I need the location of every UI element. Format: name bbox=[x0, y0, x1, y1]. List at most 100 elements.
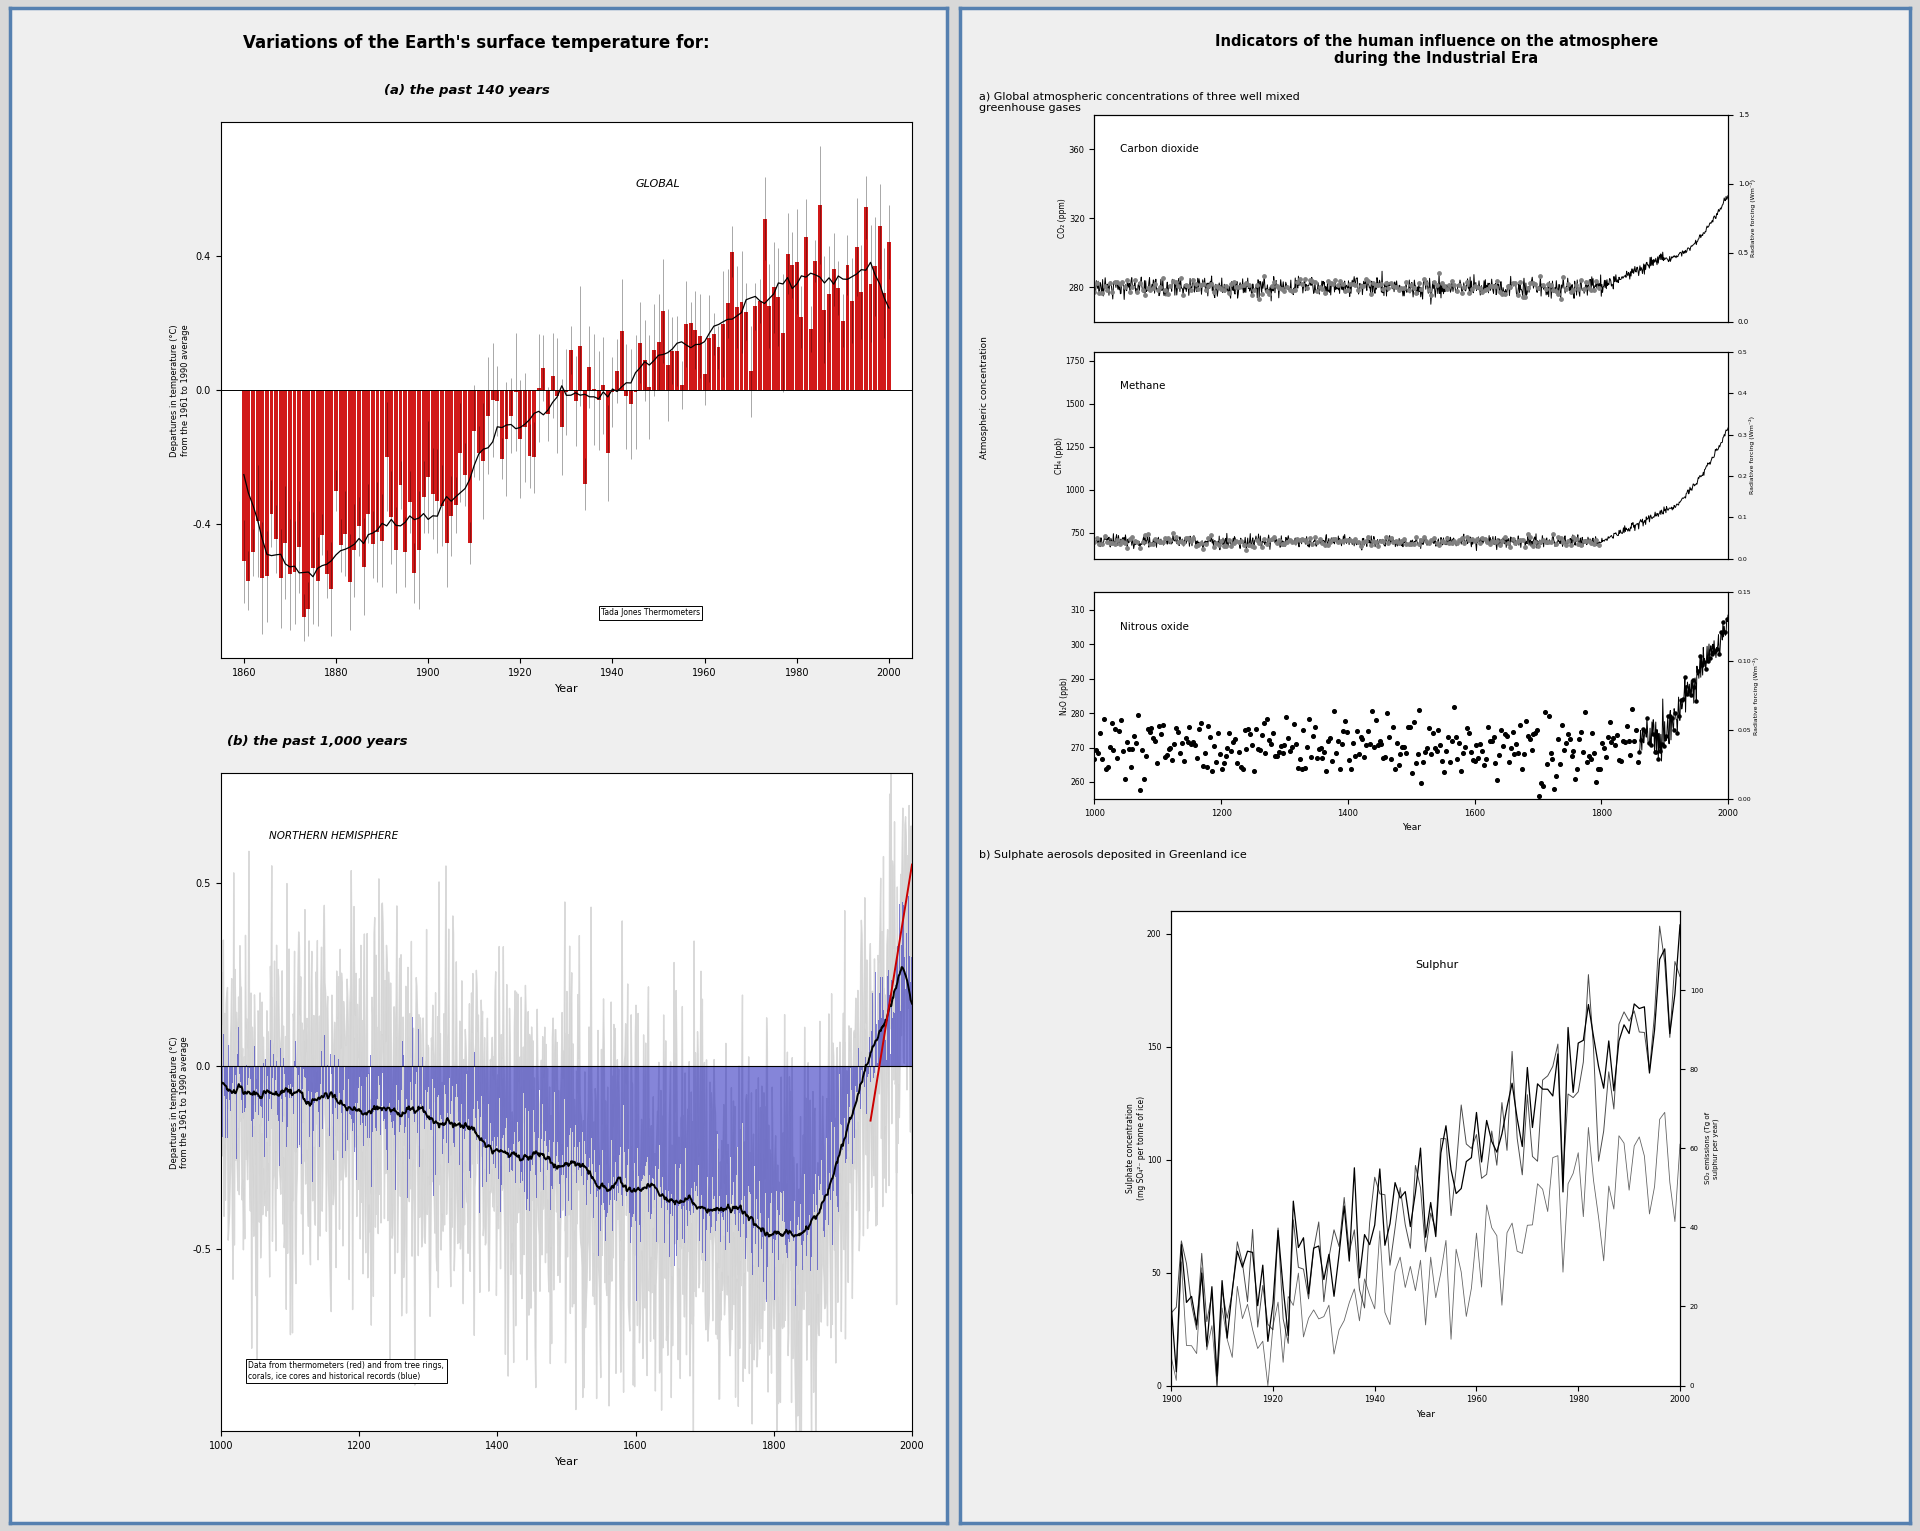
Point bbox=[1308, 746, 1338, 770]
Point bbox=[1546, 752, 1576, 776]
Point bbox=[1215, 273, 1246, 297]
Point bbox=[1476, 528, 1507, 553]
Point bbox=[1513, 276, 1544, 300]
Point bbox=[1162, 717, 1192, 741]
Point bbox=[1331, 709, 1361, 733]
Point bbox=[1350, 266, 1380, 291]
Point bbox=[1256, 274, 1286, 299]
Point bbox=[1540, 279, 1571, 303]
Point bbox=[1148, 530, 1179, 554]
Point bbox=[1267, 531, 1298, 556]
Point bbox=[1365, 528, 1396, 553]
Bar bbox=[735, 308, 739, 390]
Bar bbox=[699, 337, 703, 390]
Point bbox=[1553, 727, 1584, 752]
Point bbox=[1290, 755, 1321, 779]
Point bbox=[1332, 277, 1363, 302]
Point bbox=[1670, 666, 1701, 690]
Point bbox=[1248, 527, 1279, 551]
Point bbox=[1513, 724, 1544, 749]
Point bbox=[1430, 277, 1461, 302]
Point bbox=[1246, 534, 1277, 559]
Point bbox=[1192, 713, 1223, 738]
Bar bbox=[551, 377, 555, 390]
Point bbox=[1361, 530, 1392, 554]
Point bbox=[1488, 733, 1519, 758]
Point bbox=[1465, 732, 1496, 756]
Bar bbox=[795, 262, 799, 390]
Bar bbox=[399, 390, 403, 485]
Point bbox=[1300, 525, 1331, 550]
Point bbox=[1146, 723, 1177, 747]
Point bbox=[1620, 718, 1651, 743]
Point bbox=[1432, 726, 1463, 750]
Bar bbox=[707, 338, 710, 390]
Point bbox=[1411, 528, 1442, 553]
Point bbox=[1319, 527, 1350, 551]
Point bbox=[1165, 266, 1196, 291]
Point bbox=[1619, 729, 1649, 753]
Point bbox=[1152, 527, 1183, 551]
Point bbox=[1563, 276, 1594, 300]
Point bbox=[1494, 750, 1524, 775]
Point bbox=[1457, 749, 1488, 773]
Point bbox=[1279, 712, 1309, 736]
Point bbox=[1129, 283, 1160, 308]
Point bbox=[1260, 744, 1290, 769]
Point bbox=[1409, 525, 1440, 550]
Point bbox=[1536, 741, 1567, 766]
Point bbox=[1173, 525, 1204, 550]
Point bbox=[1284, 266, 1315, 291]
Bar bbox=[822, 309, 826, 390]
Bar bbox=[476, 390, 480, 453]
Point bbox=[1196, 271, 1227, 295]
Point bbox=[1175, 715, 1206, 739]
Point bbox=[1538, 747, 1569, 772]
Point bbox=[1369, 744, 1400, 769]
Point bbox=[1517, 271, 1548, 295]
Point bbox=[1578, 277, 1609, 302]
Text: a) Global atmospheric concentrations of three well mixed
greenhouse gases: a) Global atmospheric concentrations of … bbox=[979, 92, 1300, 113]
Point bbox=[1607, 729, 1638, 753]
Point bbox=[1450, 276, 1480, 300]
Point bbox=[1190, 755, 1221, 779]
Point bbox=[1238, 279, 1269, 303]
Point bbox=[1363, 534, 1394, 559]
Point bbox=[1167, 530, 1198, 554]
Point bbox=[1484, 743, 1515, 767]
Point bbox=[1557, 739, 1588, 764]
Point bbox=[1350, 744, 1380, 769]
Bar bbox=[315, 390, 319, 582]
Point bbox=[1711, 608, 1741, 632]
Point bbox=[1632, 706, 1663, 730]
Point bbox=[1548, 530, 1578, 554]
Point bbox=[1507, 285, 1538, 309]
Point bbox=[1453, 720, 1484, 744]
Point bbox=[1453, 282, 1484, 306]
Point bbox=[1361, 707, 1392, 732]
Point bbox=[1465, 276, 1496, 300]
Point bbox=[1411, 271, 1442, 295]
Bar bbox=[785, 254, 789, 390]
Point bbox=[1175, 530, 1206, 554]
Point bbox=[1553, 721, 1584, 746]
Point bbox=[1092, 530, 1123, 554]
Bar bbox=[772, 288, 776, 390]
Bar bbox=[449, 390, 453, 516]
Point bbox=[1309, 280, 1340, 305]
Bar bbox=[607, 390, 611, 453]
Point bbox=[1553, 528, 1584, 553]
Point bbox=[1281, 732, 1311, 756]
Point bbox=[1515, 525, 1546, 550]
Point bbox=[1133, 717, 1164, 741]
Point bbox=[1375, 271, 1405, 295]
Point bbox=[1597, 726, 1628, 750]
Point bbox=[1140, 273, 1171, 297]
Point bbox=[1590, 746, 1620, 770]
Point bbox=[1221, 752, 1252, 776]
Point bbox=[1348, 530, 1379, 554]
Point bbox=[1438, 695, 1469, 720]
Point bbox=[1348, 274, 1379, 299]
Text: Tada Jones Thermometers: Tada Jones Thermometers bbox=[601, 608, 701, 617]
Bar bbox=[854, 248, 858, 390]
